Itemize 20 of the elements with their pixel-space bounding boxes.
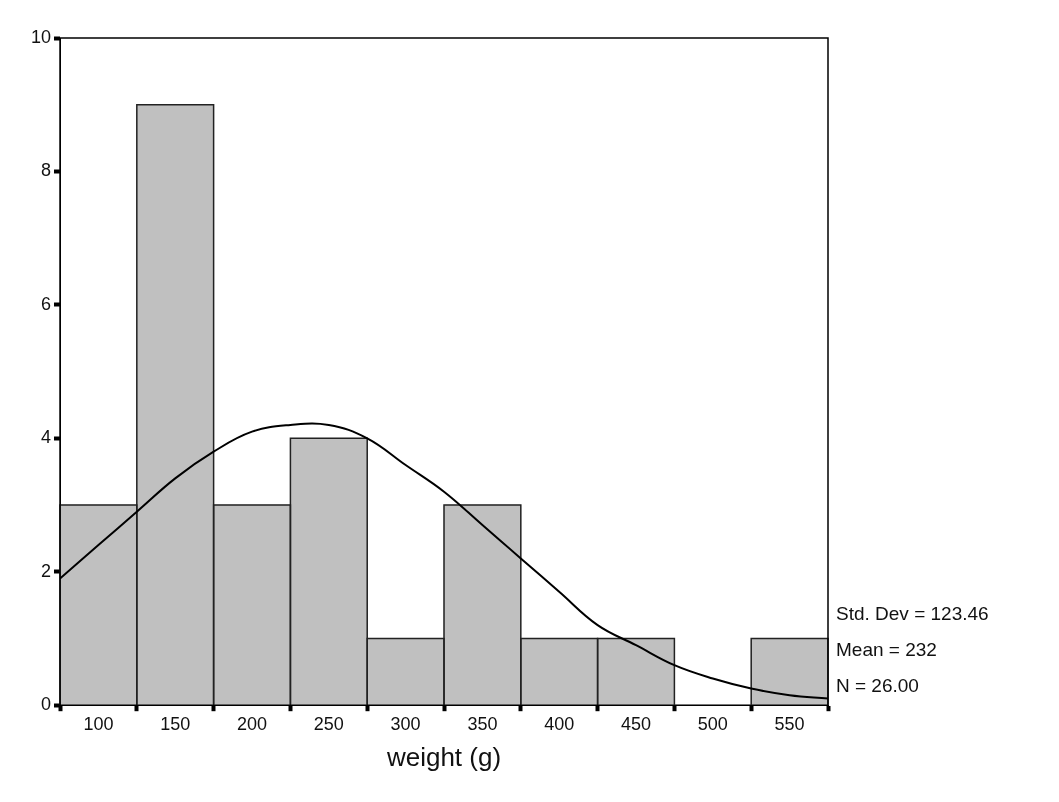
x-tick-label: 450 bbox=[620, 713, 652, 734]
y-tick-label: 2 bbox=[41, 560, 52, 581]
x-tick-label: 300 bbox=[390, 713, 421, 734]
y-tick-label: 8 bbox=[41, 160, 52, 181]
x-tick-label: 350 bbox=[467, 713, 498, 734]
x-tick-label: 250 bbox=[313, 713, 344, 734]
y-tick-label: 6 bbox=[41, 293, 52, 314]
x-tick-label: 400 bbox=[544, 713, 575, 734]
text: Std. Dev = 123.46 bbox=[836, 603, 989, 625]
y-tick-label: 10 bbox=[30, 26, 52, 47]
x-axis-title: weight (g) bbox=[385, 741, 502, 772]
x-tick-label: 200 bbox=[236, 713, 268, 734]
x-tick-label: 150 bbox=[160, 713, 191, 734]
x-tick-label: 500 bbox=[697, 713, 728, 734]
x-tick-label: 100 bbox=[83, 713, 114, 734]
x-tick-label: 550 bbox=[774, 713, 805, 734]
y-tick-label: 4 bbox=[41, 427, 52, 448]
text: N = 26.00 bbox=[836, 675, 919, 697]
text: Mean = 232 bbox=[836, 639, 937, 661]
y-tick-label: 0 bbox=[41, 694, 52, 715]
